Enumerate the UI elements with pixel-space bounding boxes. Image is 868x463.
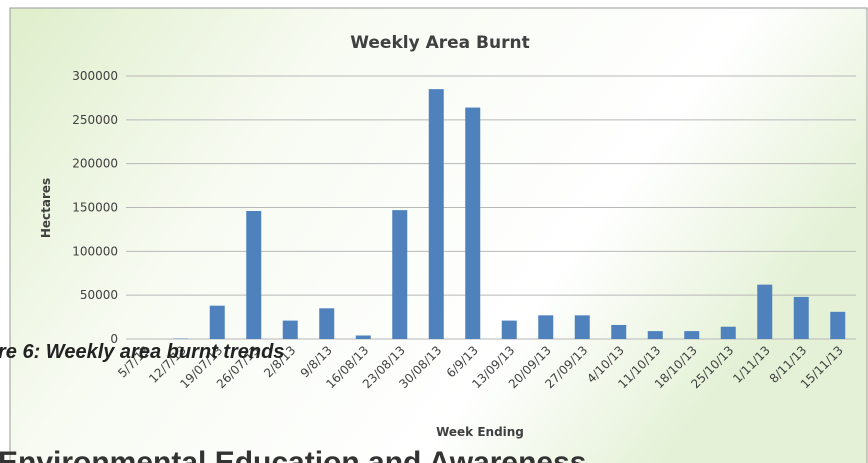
y-tick-label: 150000 xyxy=(72,201,118,215)
bar xyxy=(465,107,481,339)
bar xyxy=(830,311,846,339)
y-axis-label: Hectares xyxy=(39,178,53,238)
y-tick-label: 300000 xyxy=(72,69,118,83)
bar xyxy=(355,335,371,339)
bar xyxy=(246,211,262,339)
bar xyxy=(319,308,335,339)
y-tick-label: 100000 xyxy=(72,244,118,258)
bar xyxy=(282,320,298,339)
y-tick-label: 200000 xyxy=(72,157,118,171)
bar xyxy=(611,324,627,339)
bar xyxy=(793,296,809,339)
heading: Environmental Education and Awareness xyxy=(0,446,587,463)
x-axis-label: Week Ending xyxy=(436,425,524,439)
y-tick-label: 250000 xyxy=(72,113,118,127)
bar xyxy=(501,320,517,339)
bar xyxy=(684,331,700,339)
bar xyxy=(647,331,663,339)
caption: re 6: Weekly area burnt trends xyxy=(0,341,284,363)
bar xyxy=(757,284,773,339)
chart-title: Weekly Area Burnt xyxy=(350,33,529,53)
bar xyxy=(428,89,444,340)
y-tick-label: 50000 xyxy=(80,288,118,302)
bar xyxy=(392,210,408,339)
bar xyxy=(538,315,554,339)
bar xyxy=(574,315,590,339)
y-tick-label: 0 xyxy=(110,332,118,346)
bar xyxy=(720,326,736,339)
bar xyxy=(209,305,225,339)
